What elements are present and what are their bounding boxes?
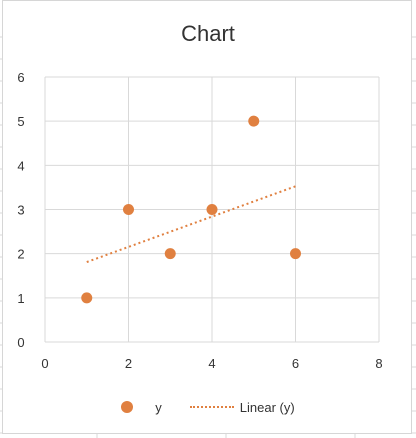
legend-item-series: y bbox=[121, 400, 162, 415]
x-tick-label: 6 bbox=[292, 356, 299, 371]
x-tick-label: 0 bbox=[41, 356, 48, 371]
legend-series-label: y bbox=[155, 399, 162, 415]
data-point bbox=[248, 115, 260, 127]
y-tick-label: 4 bbox=[17, 158, 24, 173]
data-point bbox=[206, 204, 218, 215]
data-point bbox=[81, 292, 93, 304]
chart-plot: 0 2 4 6 8 0 1 2 3 4 5 6 bbox=[17, 70, 382, 371]
data-point bbox=[290, 248, 301, 260]
x-tick-label: 4 bbox=[208, 356, 215, 371]
y-tick-label: 2 bbox=[17, 247, 24, 262]
data-point bbox=[164, 248, 176, 260]
legend-item-trendline: Linear (y) bbox=[189, 399, 295, 415]
chart-title[interactable]: Chart bbox=[181, 21, 235, 46]
chart-legend[interactable]: y Linear (y) bbox=[3, 397, 413, 417]
y-tick-label: 1 bbox=[17, 291, 24, 306]
y-tick-label: 5 bbox=[17, 114, 24, 129]
chart-area[interactable]: Chart 0 2 4 6 8 0 1 2 3 4 5 6 y Linear (y) bbox=[2, 0, 412, 434]
trendline bbox=[86, 185, 296, 263]
legend-dotted-line-icon bbox=[189, 406, 234, 408]
x-tick-label: 8 bbox=[375, 356, 382, 371]
y-tick-label: 3 bbox=[17, 203, 24, 218]
legend-marker-icon bbox=[121, 401, 134, 413]
x-tick-label: 2 bbox=[125, 356, 132, 371]
y-tick-label: 0 bbox=[17, 335, 24, 350]
data-point bbox=[123, 204, 134, 215]
legend-trendline-label: Linear (y) bbox=[239, 399, 295, 415]
y-tick-label: 6 bbox=[17, 70, 24, 85]
